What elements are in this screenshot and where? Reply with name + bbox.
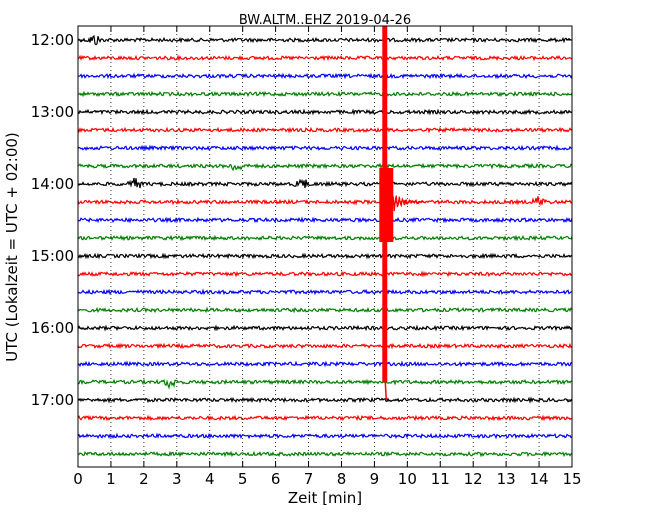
trace-line [77,288,573,296]
trace-line [77,432,573,440]
trace-lines [77,34,573,458]
trace-line [77,342,573,350]
x-tick-label: 2 [139,470,149,488]
trace-line [77,414,573,422]
trace-line [77,177,573,189]
x-tick-label: 10 [398,470,417,488]
x-tick-label: 15 [562,470,581,488]
trace-line [77,72,573,80]
earthquake-signal [379,26,425,401]
x-axis-label: Zeit [min] [288,489,362,507]
trace-line [77,144,573,152]
trace-line [77,324,573,332]
x-tick-label: 1 [106,470,116,488]
trace-line [77,270,573,278]
trace-line [77,234,573,242]
y-tick-label: 16:00 [31,319,74,337]
trace-line [77,90,573,98]
earthquake-peak [379,168,394,242]
x-tick-label: 13 [497,470,516,488]
earthquake-tail [384,381,388,401]
trace-line [77,360,573,368]
axis-ticks: 0 1 2 3 4 5 6 7 8 9 10 11 12 13 14 1512:0013:0014:0015:… [31,26,582,488]
grid-lines [110,26,540,467]
x-tick-label: 0 [73,470,83,488]
trace-line [77,196,573,207]
y-tick-label: 14:00 [31,175,74,193]
x-tick-label: 7 [304,470,314,488]
x-tick-label: 12 [464,470,483,488]
trace-line [77,54,573,62]
y-tick-label: 13:00 [31,103,74,121]
trace-line [77,108,573,116]
y-tick-label: 12:00 [31,31,74,49]
y-tick-label: 17:00 [31,391,74,409]
trace-line [77,216,573,224]
trace-line [77,450,573,458]
x-tick-label: 5 [238,470,248,488]
trace-line [77,306,573,314]
x-tick-label: 11 [431,470,450,488]
chart-title: BW.ALTM..EHZ 2019-04-26 [239,13,411,28]
y-axis-label: UTC (Lokalzeit = UTC + 02:00) [3,132,21,362]
trace-line [77,34,573,46]
x-tick-label: 8 [337,470,347,488]
plot-frame [77,25,573,468]
x-tick-label: 14 [530,470,549,488]
trace-line [77,162,573,172]
x-tick-label: 4 [205,470,215,488]
x-tick-label: 6 [271,470,281,488]
x-tick-label: 9 [370,470,380,488]
trace-line [77,126,573,134]
trace-line [77,252,573,260]
y-tick-label: 15:00 [31,247,74,265]
trace-line [77,396,573,404]
trace-line [77,378,573,390]
x-tick-label: 3 [172,470,182,488]
